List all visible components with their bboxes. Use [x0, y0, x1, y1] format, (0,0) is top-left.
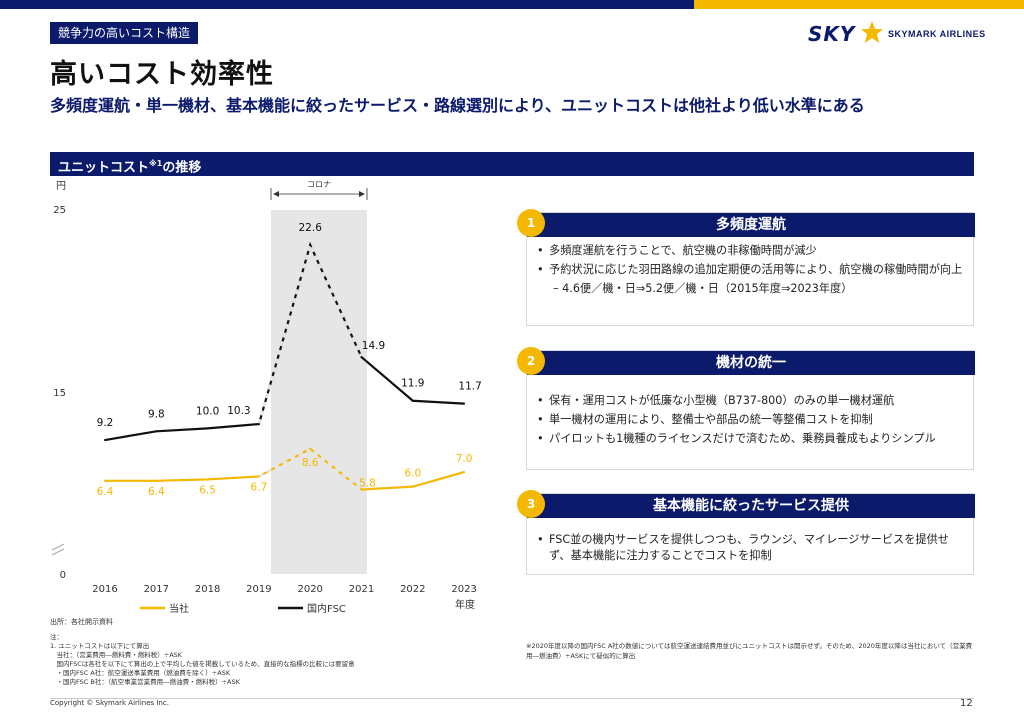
footer-divider	[50, 698, 974, 699]
x-tick-label: 2021	[349, 584, 374, 595]
x-tick-label: 2019	[246, 584, 271, 595]
axis-break-1	[51, 543, 65, 551]
fsc-data-point	[360, 356, 363, 359]
fsc-data-point	[104, 439, 106, 442]
footnote-line: 当社：（営業費用―燃料費・燃料税）÷ASK	[50, 651, 183, 659]
fsc-data-label: 9.8	[148, 408, 165, 420]
footnote-line: 国内FSCは各社を以下にて算出の上で平均した値を掲載しているため、直接的な指標の…	[50, 660, 355, 668]
card-body: 多頻度運航を行うことで、航空機の非稼働時間が減少 予約状況に応じた羽田路線の追加…	[527, 237, 973, 300]
chart-header-sup: ※1	[149, 159, 163, 168]
top-bar	[0, 0, 1024, 9]
logo-name: SKYMARK AIRLINES	[888, 29, 986, 39]
own-data-label: 6.5	[199, 484, 216, 496]
page-subtitle: 多頻度運航・単一機材、基本機能に絞ったサービス・路線選別により、ユニットコストは…	[50, 96, 865, 115]
legend-label-own: 当社	[169, 602, 189, 615]
card-bullet: FSC並の機内サービスを提供しつつも、ラウンジ、マイレージサービスを提供せず、基…	[537, 532, 965, 564]
own-data-label: 7.0	[456, 453, 473, 465]
fsc-data-label: 10.3	[227, 405, 250, 417]
card-sub-bullet: – 4.6便／機・日⇒5.2便／機・日（2015年度⇒2023年度）	[553, 282, 853, 295]
card-body: FSC並の機内サービスを提供しつつも、ラウンジ、マイレージサービスを提供せず、基…	[527, 518, 973, 567]
card-number: 3	[517, 490, 545, 518]
x-tick-label: 2022	[400, 584, 425, 595]
own-data-point	[411, 485, 414, 488]
own-data-label: 6.7	[251, 481, 268, 493]
feature-card-fleet: 2 機材の統一 保有・運用コストが低廉な小型機（B737-800）のみの単一機材…	[517, 347, 975, 470]
own-data-label: 5.8	[359, 478, 376, 490]
fsc-data-point	[206, 427, 209, 430]
covid-band	[271, 210, 367, 574]
own-data-point	[463, 471, 466, 474]
fsc-data-point	[155, 430, 158, 433]
feature-card-frequency: 1 多頻度運航 多頻度運航を行うことで、航空機の非稼働時間が減少 予約状況に応じ…	[517, 209, 975, 326]
fsc-data-label: 10.0	[196, 405, 219, 417]
card-title: 多頻度運航	[527, 213, 975, 237]
covid-arrow-left	[273, 191, 279, 197]
top-bar-accent	[694, 0, 1024, 9]
fsc-method-note: ※2020年度以降の国内FSC A社の数値については航空運送連結費用並びにユニッ…	[526, 642, 973, 660]
fsc-data-point	[463, 402, 466, 405]
own-data-point	[206, 478, 209, 481]
own-data-point	[155, 479, 158, 482]
chart-header-label: ユニットコスト	[58, 160, 150, 176]
footnote-line: 注：	[50, 633, 63, 641]
skymark-logo: SKY SKYMARK AIRLINES	[808, 20, 985, 50]
copyright: Copyright © Skymark Airlines Inc.	[50, 699, 169, 707]
own-data-label: 6.4	[97, 486, 114, 498]
card-title: 基本機能に絞ったサービス提供	[527, 494, 975, 518]
card-number: 1	[517, 209, 545, 237]
card-title: 機材の統一	[527, 351, 975, 375]
legend-label-fsc: 国内FSC	[307, 602, 346, 615]
x-tick-label: 2017	[144, 584, 169, 595]
own-data-label: 6.0	[404, 468, 421, 480]
section-tag: 競争力の高いコスト構造	[50, 22, 199, 44]
own-data-point	[309, 447, 312, 450]
card-bullet: 単一機材の運用により、整備士や部品の統一等整備コストを抑制	[537, 412, 965, 428]
fsc-data-point	[411, 399, 414, 402]
logo-mark: SKY	[808, 22, 856, 46]
feature-card-service: 3 基本機能に絞ったサービス提供 FSC並の機内サービスを提供しつつも、ラウンジ…	[517, 490, 975, 575]
covid-arrow-right	[359, 191, 365, 197]
unit-cost-chart: コロナ 円 25 15 0 9.2 9.8 10.0 10.3 22.6 14.9 11.9…	[51, 180, 482, 615]
fsc-data-label: 9.2	[97, 417, 114, 429]
own-data-label: 8.6	[302, 457, 319, 469]
source-note: 出所：各社開示資料	[50, 618, 113, 626]
card-bullet: 予約状況に応じた羽田路線の追加定期便の活用等により、航空機の稼働時間が向上	[537, 262, 965, 278]
own-data-label: 6.4	[148, 486, 165, 498]
y-tick-label: 0	[60, 570, 66, 581]
y-axis-unit: 円	[56, 181, 66, 192]
page-title: 高いコスト効率性	[50, 59, 274, 90]
x-tick-label: 2016	[92, 584, 117, 595]
x-tick-label: 2018	[195, 584, 220, 595]
card-body: 保有・運用コストが低廉な小型機（B737-800）のみの単一機材運航 単一機材の…	[527, 375, 973, 450]
fsc-data-label: 11.7	[458, 381, 481, 393]
fsc-data-label: 11.9	[401, 378, 424, 390]
fsc-data-point	[309, 243, 312, 246]
fsc-data-label: 22.6	[299, 222, 323, 234]
card-bullet: 多頻度運航を行うことで、航空機の非稼働時間が減少	[537, 243, 965, 259]
y-tick-label: 25	[53, 205, 66, 216]
x-tick-label: 2020	[297, 584, 322, 595]
card-number: 2	[517, 347, 545, 375]
page-number: 12	[960, 698, 973, 709]
own-data-point	[360, 488, 363, 491]
covid-label: コロナ	[307, 180, 331, 189]
footnote-line: 1. ユニットコストは以下にて算出	[50, 642, 150, 650]
x-axis-unit: 年度	[455, 598, 475, 611]
footnote-line: ・国内FSC B社：（航空事業営業費用―燃油費・燃料税）÷ASK	[50, 678, 240, 686]
footnotes: 出所：各社開示資料 注： 1. ユニットコストは以下にて算出 当社：（営業費用―…	[50, 618, 355, 687]
own-data-point	[257, 475, 260, 478]
footnote-line: ・国内FSC A社：航空運送事業費用（燃油費を除く）÷ASK	[50, 669, 231, 677]
card-bullet: 保有・運用コストが低廉な小型機（B737-800）のみの単一機材運航	[537, 393, 965, 409]
fsc-data-label: 14.9	[362, 340, 385, 352]
star-icon	[861, 21, 883, 43]
chart-header: ユニットコスト※1の推移	[50, 152, 974, 176]
chart-header-suffix: の推移	[162, 160, 202, 176]
axis-break-2	[51, 548, 65, 556]
y-tick-label: 15	[53, 388, 66, 399]
card-bullet: パイロットも1機種のライセンスだけで済むため、乗務員養成もよりシンプル	[537, 431, 965, 447]
x-tick-label: 2023	[451, 584, 476, 595]
own-data-point	[104, 479, 106, 482]
fsc-data-point	[257, 423, 260, 426]
